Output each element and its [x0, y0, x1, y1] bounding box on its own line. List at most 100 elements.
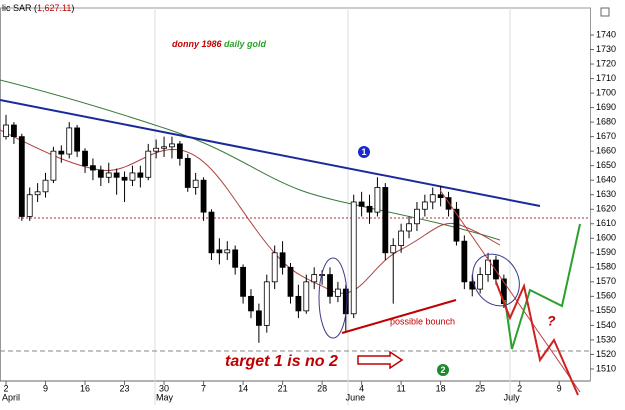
candle-body	[382, 187, 389, 254]
candle-body	[11, 124, 17, 138]
candle-body	[153, 147, 160, 152]
y-tick-label: 1710	[596, 73, 616, 83]
candle-body	[429, 194, 436, 203]
y-tick-label: 1590	[596, 247, 616, 257]
y-tick-label: 1570	[596, 276, 616, 286]
annotation: target 1 is no 2	[225, 353, 338, 370]
candle-body	[406, 223, 412, 232]
candle-body	[224, 249, 231, 254]
candle-body	[90, 165, 96, 171]
y-tick-label: 1670	[596, 131, 616, 141]
candle-body	[240, 266, 246, 297]
axis-icon[interactable]	[600, 7, 610, 17]
highlight-circle	[472, 253, 520, 307]
chart-title: donny 1986 daily gold	[172, 39, 267, 49]
y-tick-label: 1740	[596, 29, 616, 39]
candle-body	[421, 201, 428, 210]
marker-circle	[358, 146, 370, 158]
candle-body	[145, 150, 152, 178]
y-tick-label: 1640	[596, 175, 616, 185]
x-tick-label: 7	[201, 383, 206, 393]
x-tick-label: 21	[278, 383, 288, 393]
candle-body	[414, 208, 420, 225]
candle-body	[279, 252, 286, 268]
y-tick-label: 1510	[596, 363, 616, 373]
candle-body	[26, 194, 33, 217]
projection-red	[495, 281, 579, 396]
y-tick-label: 1560	[596, 291, 616, 301]
candle-body	[232, 249, 239, 268]
marker-label: 1	[361, 147, 366, 157]
y-tick-label: 1720	[596, 58, 616, 68]
candle-body	[216, 249, 223, 254]
candle-body	[390, 245, 397, 254]
y-tick-label: 1700	[596, 87, 616, 97]
y-tick-label: 1680	[596, 116, 616, 126]
candle-body	[137, 172, 144, 178]
candle-body	[192, 179, 199, 188]
candle-body	[366, 205, 373, 213]
candle-body	[374, 187, 381, 213]
candle-body	[58, 150, 65, 155]
indicator-label: lic SAR (1,627.11)	[2, 3, 74, 13]
month-label: April	[2, 392, 20, 402]
x-tick-label: 9	[557, 383, 562, 393]
candle-body	[105, 172, 112, 178]
candle-body	[3, 124, 9, 138]
x-tick-label: 23	[120, 383, 130, 393]
candle-body	[184, 158, 191, 188]
y-tick-label: 1630	[596, 189, 616, 199]
candle-body	[208, 211, 215, 254]
y-tick-label: 1600	[596, 233, 616, 243]
candle-body	[350, 201, 357, 315]
candle-body	[18, 136, 25, 217]
y-tick-label: 1620	[596, 204, 616, 214]
candle-body	[342, 288, 349, 315]
moving-average-green	[0, 79, 501, 241]
candle-body	[82, 150, 88, 167]
x-tick-label: 16	[80, 383, 90, 393]
y-tick-label: 1580	[596, 262, 616, 272]
candle-body	[129, 172, 136, 181]
candle-body	[248, 295, 254, 312]
candle-body	[311, 274, 318, 283]
candle-body	[461, 240, 468, 283]
candle-body	[121, 176, 128, 181]
candle-body	[295, 295, 302, 312]
annotation: ?	[547, 313, 556, 329]
candle-body	[97, 169, 104, 178]
y-tick-label: 1530	[596, 334, 616, 344]
candle-body	[200, 179, 207, 213]
candle-body	[74, 127, 81, 152]
y-tick-label: 1550	[596, 305, 616, 315]
annotation: possible bounch	[390, 316, 455, 326]
candle-body	[176, 143, 183, 159]
target-arrow	[357, 350, 404, 370]
candle-body	[263, 281, 270, 326]
month-label: July	[504, 392, 521, 402]
x-tick-label: 30	[159, 383, 169, 393]
month-label: June	[346, 392, 366, 402]
candle-body	[437, 194, 444, 199]
month-label: May	[156, 392, 174, 402]
candle-body	[327, 274, 333, 297]
candle-body	[453, 208, 460, 242]
candle-body	[445, 197, 452, 210]
x-tick-label: 25	[475, 383, 485, 393]
y-tick-label: 1730	[596, 44, 616, 54]
projection-green	[504, 223, 581, 350]
candle-body	[303, 281, 310, 312]
bounce-arrow	[341, 299, 457, 334]
candle-body	[169, 143, 175, 148]
y-tick-label: 1520	[596, 349, 616, 359]
y-tick-label: 1660	[596, 146, 616, 156]
plot-layer	[0, 79, 590, 352]
x-tick-label: 11	[396, 383, 405, 393]
candle-body	[42, 179, 49, 193]
trend-line	[0, 99, 541, 207]
marker-circle	[437, 364, 449, 376]
x-tick-label: 14	[238, 383, 248, 393]
x-tick-label: 28	[317, 383, 327, 393]
